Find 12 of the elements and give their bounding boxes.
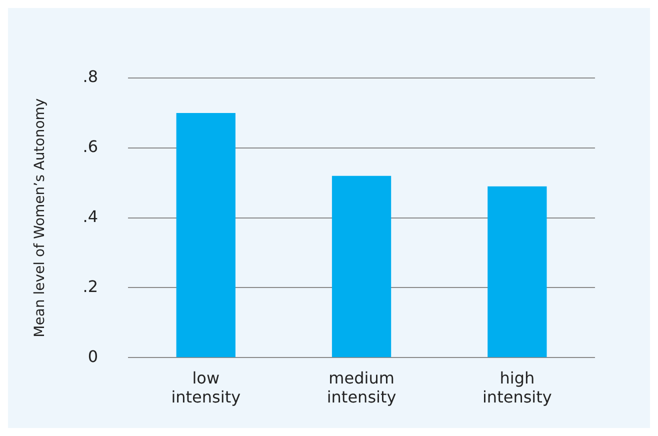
y-tick-label: .4 — [82, 206, 98, 226]
y-axis-title: Mean level of Women’s Autonomy — [32, 98, 48, 338]
x-tick-label: low intensity — [171, 368, 241, 407]
bar — [176, 112, 236, 358]
x-tick-label: medium intensity — [326, 368, 396, 407]
y-tick-label: .8 — [82, 67, 98, 86]
y-tick-label: .2 — [82, 276, 98, 296]
bar — [332, 176, 392, 358]
y-tick-label: 0 — [88, 346, 98, 366]
y-tick-label: .6 — [82, 137, 98, 156]
x-tick-label: high intensity — [482, 368, 552, 407]
bar — [488, 186, 547, 358]
